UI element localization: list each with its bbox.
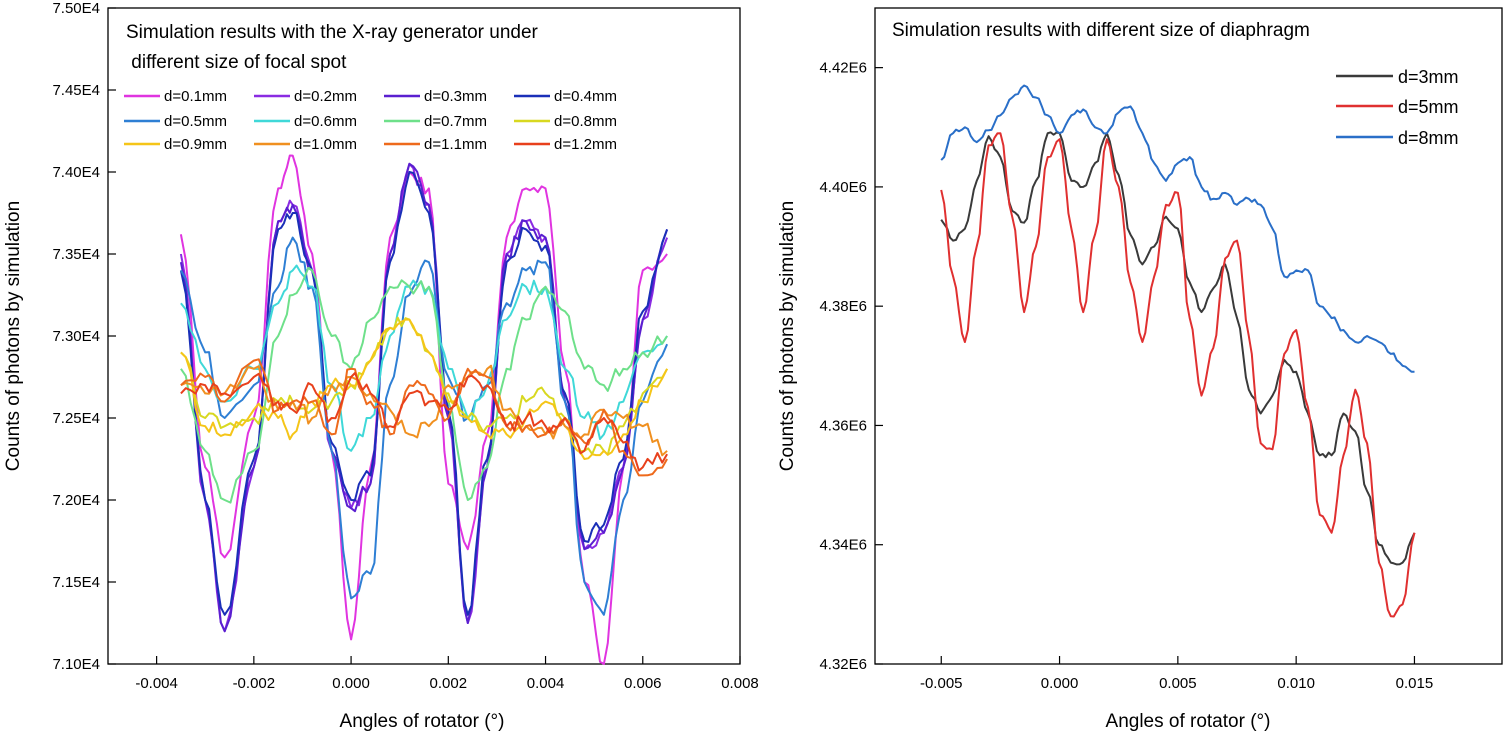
legend-label: d=3mm bbox=[1398, 67, 1459, 87]
right-legend: d=3mm d=5mm d=8mm bbox=[1336, 67, 1459, 148]
series-line-d-0-7mm bbox=[180, 266, 668, 504]
right-x-axis-title: Angles of rotator (°) bbox=[1106, 711, 1271, 732]
series-line-d-8mm bbox=[940, 84, 1415, 373]
legend-label: d=1.2mm bbox=[554, 136, 617, 153]
series-line-d-3mm bbox=[940, 131, 1416, 566]
y-tick-label: 7.30E4 bbox=[52, 328, 100, 345]
x-tick-label: 0.010 bbox=[1277, 675, 1315, 692]
x-tick-label: -0.002 bbox=[233, 675, 276, 692]
x-tick-label: 0.006 bbox=[624, 675, 662, 692]
left-title-line-1: Simulation results with the X-ray genera… bbox=[126, 22, 539, 43]
right-title: Simulation results with different size o… bbox=[892, 20, 1310, 41]
y-tick-label: 7.35E4 bbox=[52, 246, 100, 263]
right-axis-ticks bbox=[875, 67, 1416, 665]
y-tick-label: 7.15E4 bbox=[52, 574, 100, 591]
series-line-d-0-4mm bbox=[179, 171, 669, 616]
legend-label: d=0.9mm bbox=[164, 136, 227, 153]
right-chart-panel: Simulation results with different size o… bbox=[777, 7, 1503, 732]
series-line-d-0-9mm bbox=[180, 318, 668, 460]
y-tick-label: 4.36E6 bbox=[819, 417, 867, 434]
y-tick-label: 7.20E4 bbox=[52, 492, 100, 509]
series-line-d-0-5mm bbox=[180, 236, 669, 616]
right-plot-frame bbox=[874, 7, 1503, 665]
left-plot-frame bbox=[107, 7, 741, 665]
legend-label: d=0.3mm bbox=[424, 88, 487, 105]
series-line-d-5mm bbox=[940, 132, 1416, 618]
x-tick-label: 0.015 bbox=[1396, 675, 1434, 692]
legend-label: d=1.0mm bbox=[294, 136, 357, 153]
x-tick-label: -0.004 bbox=[135, 675, 178, 692]
legend-label: d=0.1mm bbox=[164, 88, 227, 105]
left-legend: d=0.1mm d=0.2mm d=0.3mm d=0.4mm d=0.5mm d=0.6… bbox=[124, 88, 617, 153]
y-tick-label: 7.45E4 bbox=[52, 82, 100, 99]
left-chart-panel: Simulation results with the X-ray genera… bbox=[3, 0, 759, 732]
right-y-tick-labels: 4.32E6 4.34E6 4.36E6 4.38E6 4.40E6 4.42E6 bbox=[819, 60, 867, 673]
series-line-d-1-2mm bbox=[180, 372, 668, 472]
y-tick-label: 4.32E6 bbox=[819, 656, 867, 673]
left-y-tick-labels: 7.10E4 7.15E4 7.20E4 7.25E4 7.30E4 7.35E4 7.40… bbox=[52, 0, 100, 673]
legend-label: d=0.6mm bbox=[294, 113, 357, 130]
x-tick-label: -0.005 bbox=[920, 675, 963, 692]
y-tick-label: 7.25E4 bbox=[52, 410, 100, 427]
legend-label: d=0.2mm bbox=[294, 88, 357, 105]
y-tick-label: 4.34E6 bbox=[819, 537, 867, 554]
left-x-tick-labels: -0.004 -0.002 0.000 0.002 0.004 0.006 0.008 bbox=[135, 675, 758, 692]
left-y-axis-title: Counts of photons by simulation bbox=[3, 201, 24, 471]
left-series-group bbox=[179, 154, 669, 665]
x-tick-label: 0.000 bbox=[332, 675, 370, 692]
legend-label: d=0.8mm bbox=[554, 113, 617, 130]
legend-label: d=8mm bbox=[1398, 128, 1459, 148]
y-tick-label: 7.50E4 bbox=[52, 0, 100, 17]
x-tick-label: 0.004 bbox=[527, 675, 565, 692]
x-tick-label: 0.008 bbox=[721, 675, 759, 692]
right-series-group bbox=[940, 84, 1416, 618]
left-x-axis-title: Angles of rotator (°) bbox=[340, 711, 505, 732]
y-tick-label: 4.40E6 bbox=[819, 179, 867, 196]
right-x-tick-labels: -0.005 0.000 0.005 0.010 0.015 bbox=[920, 675, 1433, 692]
y-tick-label: 7.10E4 bbox=[52, 656, 100, 673]
x-tick-label: 0.002 bbox=[430, 675, 468, 692]
left-axis-ticks bbox=[108, 7, 741, 665]
left-title-line-2: different size of focal spot bbox=[126, 52, 347, 73]
y-tick-label: 4.38E6 bbox=[819, 298, 867, 315]
right-y-axis-title: Counts of photons by simulation bbox=[777, 201, 798, 471]
series-line-d-0-3mm bbox=[179, 162, 669, 633]
y-tick-label: 7.40E4 bbox=[52, 164, 100, 181]
legend-label: d=0.7mm bbox=[424, 113, 487, 130]
x-tick-label: 0.000 bbox=[1041, 675, 1079, 692]
legend-label: d=5mm bbox=[1398, 97, 1459, 117]
legend-label: d=0.4mm bbox=[554, 88, 617, 105]
legend-label: d=0.5mm bbox=[164, 113, 227, 130]
y-tick-label: 4.42E6 bbox=[819, 60, 867, 77]
legend-label: d=1.1mm bbox=[424, 136, 487, 153]
series-line-d-1-1mm bbox=[180, 358, 668, 477]
x-tick-label: 0.005 bbox=[1159, 675, 1197, 692]
